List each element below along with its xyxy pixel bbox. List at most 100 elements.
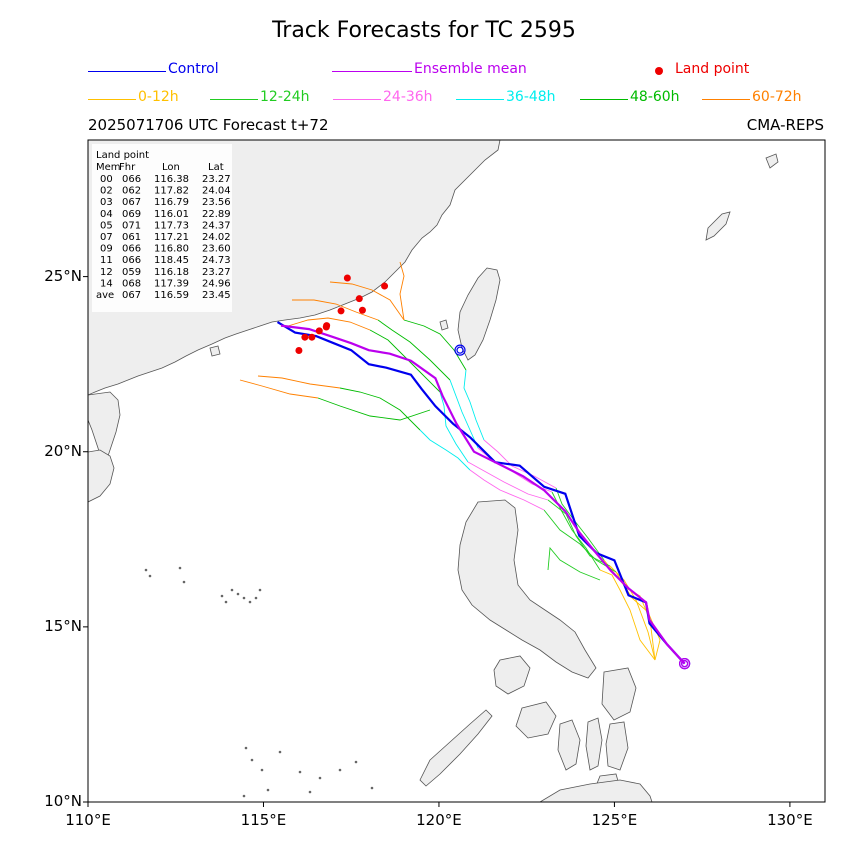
land-table-rows: 00 066 116.38 23.27 02 062 117.82 24.04 03 067 116… xyxy=(96,174,231,301)
land-row-lon: 116.01 xyxy=(154,209,189,220)
land-table-title: Land point xyxy=(96,150,149,161)
y-tick-label: 25°N xyxy=(44,266,82,285)
land-table-background xyxy=(92,144,232,312)
land-table-header-lon: Lon xyxy=(162,162,180,173)
land-row-mem: 14 xyxy=(100,278,113,289)
land-row-lon: 117.73 xyxy=(154,220,189,231)
y-tick-label: 20°N xyxy=(44,441,82,460)
x-tick-label: 130°E xyxy=(767,811,813,829)
land-row-fhr: 071 xyxy=(122,220,141,231)
land-row-lon: 116.80 xyxy=(154,244,189,255)
control-start-marker xyxy=(454,344,466,356)
land-point-marker xyxy=(301,333,309,341)
mean-start-marker xyxy=(679,658,691,670)
land-row-lat: 24.02 xyxy=(202,232,231,243)
land-row-mem: 02 xyxy=(100,186,113,197)
land-table-header-mem: Mem xyxy=(96,162,121,173)
land-leyte xyxy=(605,721,629,771)
land-row-lat: 23.60 xyxy=(202,244,231,255)
land-table-header-lat: Lat xyxy=(208,162,224,173)
mean-track-layer xyxy=(280,324,691,670)
legend-control-label: Control xyxy=(168,61,219,77)
legend-period-5-label: 60-72h xyxy=(752,89,802,105)
land-island-pescadores xyxy=(439,319,449,331)
land-point-marker xyxy=(343,274,351,282)
x-tick-label: 120°E xyxy=(416,811,462,829)
land-row-lat: 23.27 xyxy=(202,267,231,278)
legend-period-5-line xyxy=(702,99,750,100)
land-row-fhr: 066 xyxy=(122,244,141,255)
land-row-lat: 24.37 xyxy=(202,220,231,231)
land-row-lon: 118.45 xyxy=(154,255,189,266)
land-row-lat: 24.04 xyxy=(202,186,231,197)
land-cebu xyxy=(585,717,603,771)
land-palawan xyxy=(419,709,493,787)
legend-period-3-line xyxy=(456,99,504,100)
land-row-lat: 24.96 xyxy=(202,278,231,289)
land-hainan xyxy=(88,449,115,503)
legend-period-3-label: 36-48h xyxy=(506,89,556,105)
x-tick-label: 110°E xyxy=(65,811,111,829)
land-row-mem: 07 xyxy=(100,232,113,243)
legend-land-dot xyxy=(655,67,663,75)
land-row-fhr: 059 xyxy=(122,267,141,278)
legend-period-2-line xyxy=(333,99,381,100)
land-table-header-fhr: Fhr xyxy=(119,162,136,173)
legend-period-2-label: 24-36h xyxy=(383,89,433,105)
land-island-ne xyxy=(765,153,779,169)
land-row-mem: 09 xyxy=(100,244,113,255)
land-point-marker xyxy=(355,295,363,303)
land-samar xyxy=(601,667,637,721)
model-name-label: CMA-REPS xyxy=(746,116,824,134)
land-row-lat: 23.56 xyxy=(202,197,231,208)
legend-land-label: Land point xyxy=(675,61,750,77)
land-point-marker xyxy=(358,306,366,314)
land-point-table: Land point Mem Fhr Lon Lat 00 066 116.38 23… xyxy=(92,144,232,312)
land-point-marker xyxy=(308,333,316,341)
control-start-marker xyxy=(456,346,464,354)
land-panay xyxy=(515,701,557,739)
land-row-mem: ave xyxy=(96,290,114,301)
land-row-fhr: 067 xyxy=(122,197,141,208)
land-point-marker xyxy=(337,307,345,315)
land-taiwan xyxy=(457,267,501,361)
land-row-lat: 23.27 xyxy=(202,174,231,185)
land-negros xyxy=(557,719,581,771)
land-row-fhr: 067 xyxy=(122,290,141,301)
land-row-fhr: 062 xyxy=(122,186,141,197)
page-title: Track Forecasts for TC 2595 xyxy=(272,18,576,43)
land-mindoro xyxy=(493,655,531,695)
axis-ticks xyxy=(83,276,791,807)
land-row-lat: 22.89 xyxy=(202,209,231,220)
land-point-marker xyxy=(323,322,331,330)
land-row-fhr: 068 xyxy=(122,278,141,289)
legend-period-0-line xyxy=(88,99,136,100)
legend-control-line xyxy=(88,71,166,72)
land-row-mem: 05 xyxy=(100,220,113,231)
y-tick-label: 15°N xyxy=(44,616,82,635)
land-row-lat: 24.73 xyxy=(202,255,231,266)
land-luzon xyxy=(457,499,597,679)
plot-frame xyxy=(87,139,826,803)
ensemble-mean-line xyxy=(280,324,686,665)
land-island-hk xyxy=(209,345,221,357)
x-tick-label: 115°E xyxy=(240,811,287,829)
land-okinawa xyxy=(705,211,731,241)
land-row-mem: 11 xyxy=(100,255,113,266)
land-row-fhr: 066 xyxy=(122,255,141,266)
land-row-lon: 117.21 xyxy=(154,232,189,243)
legend-period-4-line xyxy=(580,99,628,100)
legend-period-1-line xyxy=(210,99,258,100)
land-row-lon: 116.18 xyxy=(154,267,189,278)
land-row-mem: 00 xyxy=(100,174,113,185)
land-row-lon: 116.79 xyxy=(154,197,189,208)
land-row-mem: 04 xyxy=(100,209,113,220)
land-row-mem: 12 xyxy=(100,267,113,278)
land-row-fhr: 061 xyxy=(122,232,141,243)
land-point-marker xyxy=(381,282,389,290)
land-mindanao xyxy=(539,779,653,802)
legend-mean-line xyxy=(332,71,412,72)
land-row-lon: 116.38 xyxy=(154,174,189,185)
land-row-lon: 116.59 xyxy=(154,290,189,301)
